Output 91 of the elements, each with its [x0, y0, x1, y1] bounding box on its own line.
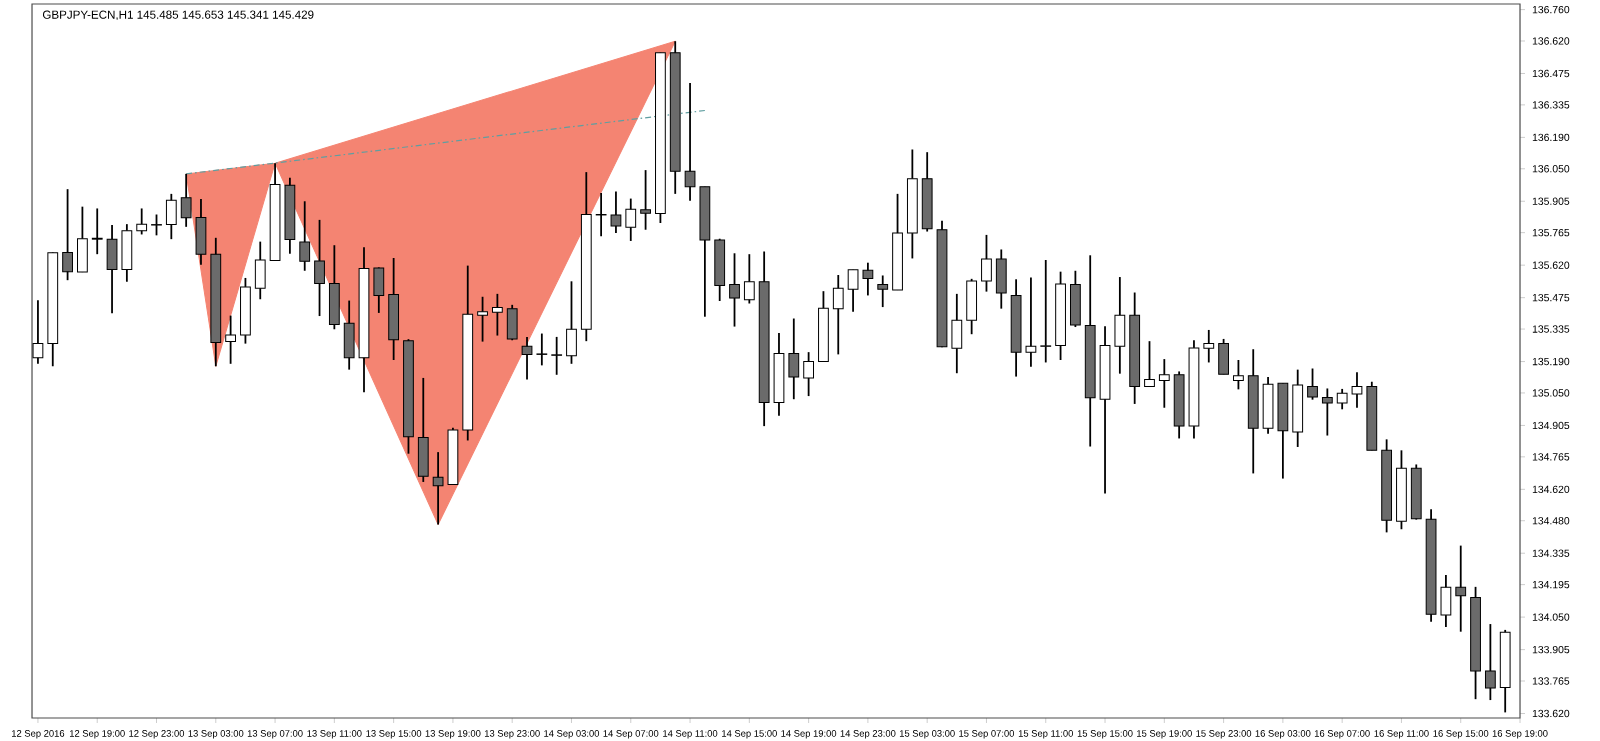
candlestick: [1336, 388, 1348, 411]
x-tick-label: 14 Sep 11:00: [663, 730, 718, 739]
y-tick-label: 134.195: [1532, 580, 1570, 589]
x-tick-label: 15 Sep 15:00: [1077, 730, 1133, 739]
candlestick: [477, 295, 488, 343]
x-tick-label: 16 Sep 03:00: [1255, 730, 1311, 739]
candlestick: [1321, 387, 1333, 437]
candlestick: [91, 207, 103, 256]
x-tick-label: 13 Sep 23:00: [484, 730, 540, 739]
x-tick-label: 12 Sep 19:00: [69, 730, 125, 739]
x-tick-label: 15 Sep 19:00: [1137, 730, 1192, 739]
candlestick: [981, 234, 992, 293]
candlestick: [832, 274, 844, 356]
x-tick-label: 15 Sep 07:00: [959, 730, 1015, 739]
x-tick-label: 12 Sep 2016: [12, 730, 65, 739]
y-tick-label: 135.050: [1532, 389, 1570, 397]
candlestick: [299, 200, 311, 272]
candlestick: [1158, 358, 1170, 409]
x-tick-label: 16 Sep 19:00: [1492, 730, 1548, 739]
candlestick: [1351, 371, 1363, 409]
y-tick-label: 134.050: [1532, 613, 1570, 621]
x-tick-label: 15 Sep 23:00: [1196, 730, 1252, 739]
y-tick-label: 134.620: [1532, 485, 1570, 494]
candlestick: [1233, 359, 1244, 391]
y-tick-label: 136.050: [1532, 165, 1570, 173]
candlestick: [1025, 276, 1037, 368]
y-tick-label: 135.335: [1532, 325, 1570, 333]
x-tick-label: 14 Sep 03:00: [544, 730, 600, 739]
candlestick: [1307, 367, 1318, 401]
x-tick-label: 14 Sep 15:00: [722, 730, 777, 739]
x-tick-label: 13 Sep 15:00: [366, 730, 422, 739]
candlestick: [1455, 544, 1467, 633]
x-tick-label: 16 Sep 11:00: [1374, 730, 1429, 739]
y-tick-label: 135.765: [1532, 228, 1570, 237]
y-tick-label: 136.335: [1532, 101, 1570, 109]
y-tick-label: 133.765: [1532, 677, 1570, 685]
candlestick: [432, 451, 444, 526]
candlestick: [136, 207, 148, 236]
y-tick-label: 134.765: [1532, 453, 1570, 461]
x-tick-label: 14 Sep 19:00: [781, 730, 837, 739]
candlestick: [610, 190, 622, 234]
candlestick: [684, 82, 696, 202]
candlestick: [1040, 259, 1052, 364]
y-tick-label: 134.335: [1532, 549, 1570, 557]
y-tick-label: 133.905: [1532, 645, 1570, 654]
candlestick: [151, 213, 162, 237]
x-tick-label: 13 Sep 11:00: [307, 730, 362, 739]
x-tick-label: 13 Sep 03:00: [188, 730, 244, 739]
chart-title: GBPJPY-ECN,H1 145.485 145.653 145.341 145.429: [42, 10, 314, 21]
y-tick-label: 133.620: [1532, 709, 1570, 718]
x-tick-label: 14 Sep 23:00: [840, 730, 896, 739]
candlestick: [1203, 329, 1215, 364]
candlestick: [1144, 340, 1155, 388]
y-tick-label: 135.475: [1532, 293, 1570, 302]
x-tick-label: 13 Sep 19:00: [425, 730, 481, 739]
candlestick: [180, 173, 192, 228]
candlestick: [877, 274, 889, 308]
x-tick-label: 15 Sep 11:00: [1018, 730, 1073, 739]
x-tick-label: 13 Sep 07:00: [247, 730, 303, 739]
candlestick: [491, 292, 503, 337]
candlestick: [625, 197, 637, 242]
y-tick-label: 136.475: [1532, 69, 1570, 78]
x-tick-label: 16 Sep 07:00: [1314, 730, 1370, 739]
candlestick: [521, 336, 533, 381]
candlestick: [225, 314, 236, 365]
candlestick: [743, 253, 755, 305]
candlestick: [640, 169, 651, 231]
y-tick-label: 135.190: [1532, 357, 1570, 366]
candlestick: [62, 188, 73, 282]
candlestick: [551, 336, 563, 376]
x-tick-label: 16 Sep 15:00: [1433, 730, 1489, 739]
x-tick-label: 12 Sep 23:00: [129, 730, 185, 739]
x-tick-label: 14 Sep 07:00: [603, 730, 659, 739]
candlestick: [1484, 623, 1496, 701]
x-tick-label: 15 Sep 03:00: [899, 730, 955, 739]
y-tick-label: 134.905: [1532, 421, 1570, 430]
candlestick: [788, 317, 800, 401]
y-tick-label: 135.620: [1532, 261, 1570, 269]
y-tick-label: 136.760: [1532, 5, 1570, 14]
candlestick: [729, 252, 740, 328]
candlestick: [314, 218, 325, 317]
candlestick: [32, 299, 44, 365]
y-tick-label: 136.620: [1532, 37, 1570, 45]
candlestick: [595, 192, 607, 238]
candlestick: [536, 332, 548, 367]
y-tick-label: 135.905: [1532, 197, 1570, 205]
y-tick-label: 134.480: [1532, 517, 1570, 525]
y-tick-label: 136.190: [1532, 133, 1570, 142]
candlestick: [862, 261, 874, 297]
candlestick: [803, 351, 815, 397]
candlestick: [847, 268, 859, 313]
